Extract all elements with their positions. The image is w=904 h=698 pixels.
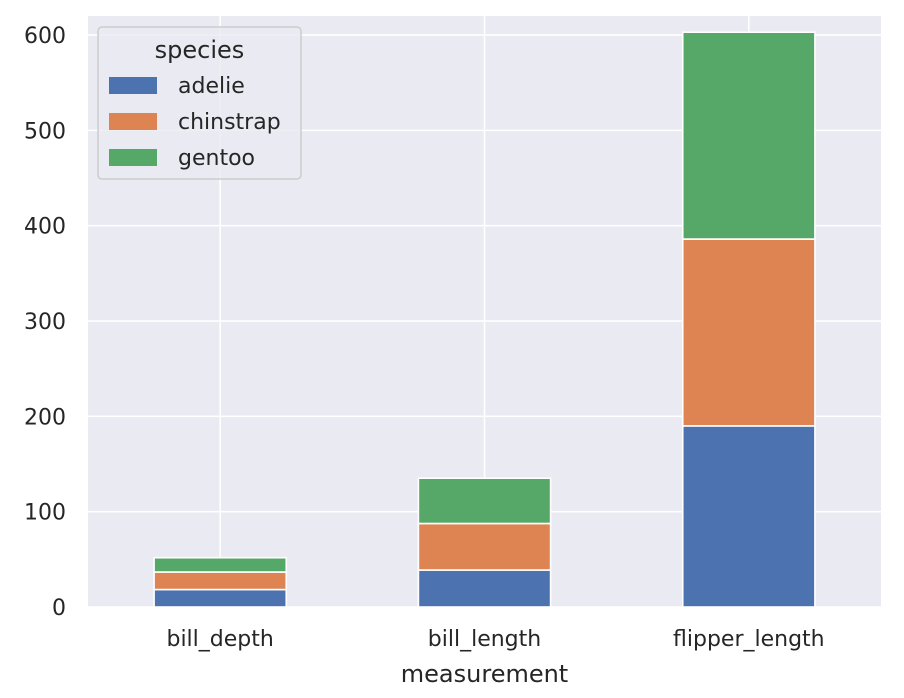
y-tick-label: 500 xyxy=(24,119,66,144)
legend-title: species xyxy=(155,36,245,64)
legend-label: chinstrap xyxy=(178,110,281,135)
x-tick-label: flipper_length xyxy=(673,627,825,652)
y-tick-label: 600 xyxy=(24,24,66,49)
legend-items: adelie chinstrap gentoo xyxy=(109,74,281,171)
legend-swatch xyxy=(109,149,157,166)
bar-segment xyxy=(153,571,288,591)
y-tick-label: 100 xyxy=(24,501,66,526)
bar-segment xyxy=(681,425,816,608)
bar-segment xyxy=(153,556,288,573)
legend-swatch xyxy=(109,77,157,94)
legend-label: adelie xyxy=(178,74,245,99)
y-tick-labels: 0 100 200 300 400 500 600 xyxy=(24,24,66,621)
legend-frame xyxy=(97,26,302,180)
bars xyxy=(153,31,816,608)
x-axis-title: measurement xyxy=(401,660,568,688)
y-tick-label: 300 xyxy=(24,310,66,335)
x-tick-label: bill_depth xyxy=(166,627,273,652)
x-tick-labels: bill_depth bill_length flipper_length xyxy=(166,627,824,652)
x-tick-label: bill_length xyxy=(428,627,541,652)
bar-segment xyxy=(417,477,552,525)
y-tick-label: 0 xyxy=(52,596,66,621)
bar-segment xyxy=(681,31,816,240)
legend: species adelie chinstrap gentoo xyxy=(97,26,302,180)
y-tick-label: 400 xyxy=(24,215,66,240)
bar-segment xyxy=(153,588,288,608)
bar-segment xyxy=(417,569,552,608)
bar-segment xyxy=(417,522,552,571)
y-tick-label: 200 xyxy=(24,405,66,430)
bar-segment xyxy=(681,238,816,427)
legend-label: gentoo xyxy=(178,146,255,171)
legend-swatch xyxy=(109,113,157,130)
